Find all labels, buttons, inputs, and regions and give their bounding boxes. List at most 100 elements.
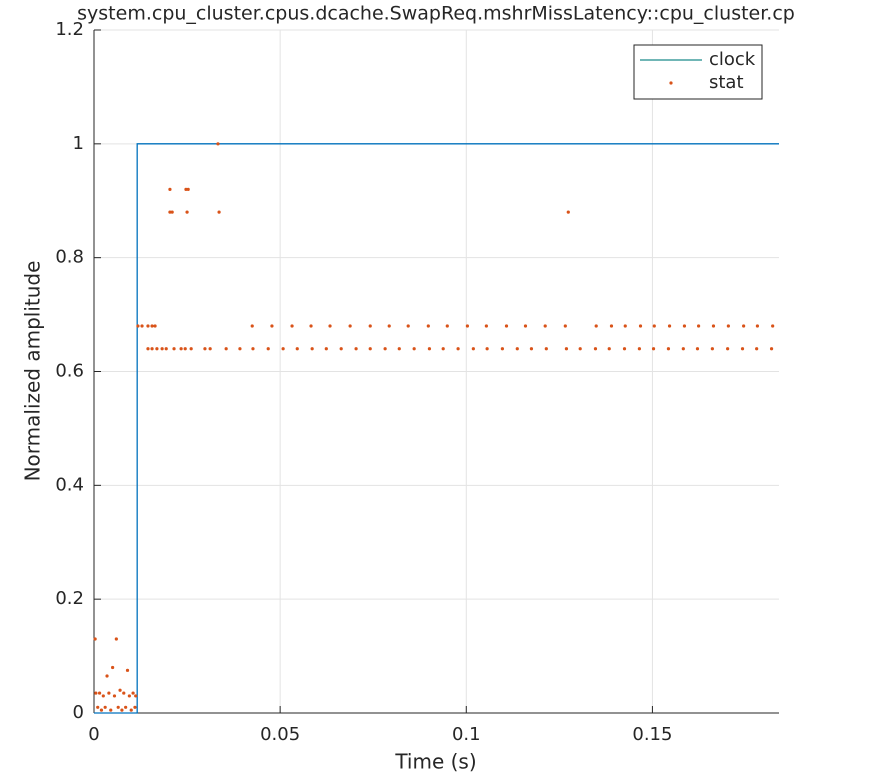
data-point [224, 347, 228, 351]
data-point [170, 210, 174, 214]
data-point [726, 324, 730, 328]
data-point [168, 210, 172, 214]
data-point [623, 324, 627, 328]
data-point [203, 347, 207, 351]
y-tick-label: 0 [73, 702, 84, 723]
data-point [309, 324, 313, 328]
data-point [500, 347, 504, 351]
data-point [710, 347, 714, 351]
data-point [93, 637, 97, 641]
data-point [124, 705, 128, 709]
data-point [368, 347, 372, 351]
data-point [529, 347, 534, 351]
data-point [97, 691, 102, 695]
y-axis-label: Normalized amplitude [21, 261, 45, 482]
data-point [348, 324, 352, 328]
data-point [383, 347, 387, 351]
data-point [107, 691, 111, 695]
data-point [638, 324, 643, 328]
data-point [103, 705, 107, 709]
data-point [771, 324, 775, 328]
data-point [397, 347, 401, 351]
data-point [270, 324, 274, 328]
series-line [94, 143, 779, 714]
data-point [666, 347, 671, 351]
data-point [755, 324, 760, 328]
data-point [146, 324, 150, 328]
data-point [406, 324, 410, 328]
data-point [290, 324, 294, 328]
data-point [445, 324, 449, 328]
data-point [153, 324, 157, 328]
data-point [465, 324, 469, 328]
data-point [742, 324, 746, 328]
data-point [94, 691, 98, 695]
data-point [136, 324, 140, 328]
data-point [105, 674, 109, 678]
y-tick-label: 0.6 [55, 361, 84, 382]
data-point [134, 694, 138, 698]
data-point [164, 347, 168, 351]
data-point [609, 324, 614, 328]
data-point [140, 324, 144, 328]
data-point [387, 324, 391, 328]
data-point [637, 347, 641, 351]
data-point [172, 347, 176, 351]
y-tick-label: 1 [73, 133, 84, 154]
data-point [740, 347, 745, 351]
data-point [281, 347, 285, 351]
chart-title: system.cpu_cluster.cpus.dcache.SwapReq.m… [77, 3, 795, 25]
data-point [131, 691, 135, 695]
data-point [116, 705, 120, 709]
data-point [150, 347, 154, 351]
data-point [324, 347, 328, 351]
legend-box [633, 44, 763, 100]
data-point [769, 347, 774, 351]
data-point [328, 324, 332, 328]
data-point [122, 691, 126, 695]
data-point [112, 694, 117, 698]
data-point [504, 324, 509, 328]
legend-label: stat [709, 72, 744, 93]
data-point [564, 347, 569, 351]
data-point [593, 347, 598, 351]
data-point [238, 347, 242, 351]
data-point [208, 347, 212, 351]
data-point [622, 347, 627, 351]
data-point [183, 347, 187, 351]
data-point [523, 324, 528, 328]
data-point [667, 324, 672, 328]
data-point [189, 347, 193, 351]
data-point [368, 324, 372, 328]
data-point [696, 324, 701, 328]
data-point [427, 347, 432, 351]
data-point [96, 705, 100, 709]
data-point [755, 347, 759, 351]
legend-swatch [669, 81, 673, 85]
data-point [111, 665, 115, 670]
data-point [114, 637, 118, 641]
data-point [168, 187, 172, 191]
data-point [99, 708, 104, 712]
x-axis-label: Time (s) [394, 750, 476, 774]
data-point [485, 347, 489, 351]
data-point [339, 347, 343, 351]
x-tick-label: 0.15 [632, 724, 672, 745]
data-point [682, 324, 687, 328]
data-point [120, 708, 124, 712]
data-point [118, 688, 122, 692]
data-point [125, 668, 130, 672]
data-point [543, 324, 547, 328]
data-point [726, 347, 730, 351]
data-point [184, 187, 188, 191]
legend-label: clock [709, 49, 756, 70]
data-point [515, 347, 519, 351]
data-point [310, 347, 314, 351]
data-point [354, 347, 358, 351]
data-point [651, 347, 656, 351]
data-point [426, 324, 430, 328]
data-point [295, 347, 299, 351]
data-point [127, 694, 131, 698]
data-point [484, 324, 488, 328]
